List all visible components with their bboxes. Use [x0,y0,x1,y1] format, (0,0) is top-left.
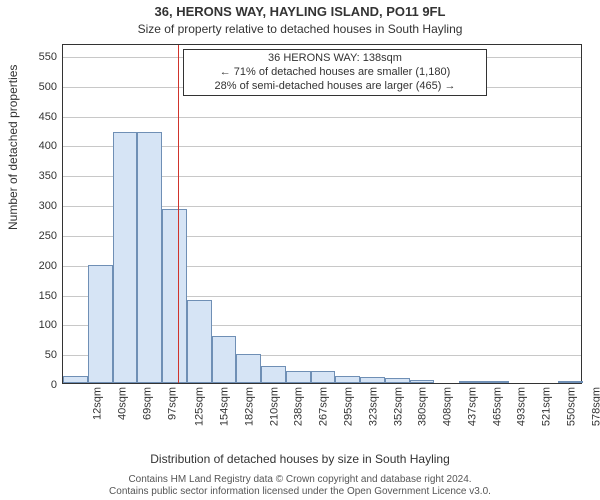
x-tick-label: 550sqm [565,387,577,426]
x-tick-label: 578sqm [590,387,600,426]
histogram-bar [113,132,138,383]
x-tick-label: 352sqm [392,387,404,426]
x-tick-label: 12sqm [92,387,104,420]
annotation-line-2: ← 71% of detached houses are smaller (1,… [190,66,480,80]
histogram-bar [63,376,88,383]
y-axis-label: Number of detached properties [6,65,20,230]
x-tick-label: 69sqm [141,387,153,420]
x-tick-label: 125sqm [194,387,206,426]
y-tick-label: 0 [51,379,57,391]
x-tick-label: 97sqm [166,387,178,420]
y-tick-label: 200 [39,260,57,272]
x-tick-label: 380sqm [417,387,429,426]
x-tick-label: 40sqm [117,387,129,420]
footer-attribution: Contains HM Land Registry data © Crown c… [0,474,600,498]
annotation-box: 36 HERONS WAY: 138sqm ← 71% of detached … [183,49,487,96]
x-axis-label: Distribution of detached houses by size … [0,452,600,466]
histogram-bar [459,381,484,383]
histogram-bar [360,377,385,383]
histogram-bar [88,265,113,383]
histogram-bar [187,300,212,384]
y-tick-label: 150 [39,290,57,302]
y-tick-label: 250 [39,230,57,242]
histogram-bar [261,366,286,383]
histogram-bar [558,381,583,383]
annotation-line-3: 28% of semi-detached houses are larger (… [190,80,480,94]
y-tick-label: 500 [39,81,57,93]
histogram-bar [410,380,435,383]
histogram-bar [484,381,509,383]
x-tick-label: 437sqm [466,387,478,426]
y-tick-label: 350 [39,170,57,182]
histogram-bar [385,378,410,383]
histogram-bar [311,371,336,383]
x-tick-label: 323sqm [367,387,379,426]
annotation-line-1: 36 HERONS WAY: 138sqm [190,52,480,66]
x-tick-label: 238sqm [293,387,305,426]
x-tick-label: 154sqm [219,387,231,426]
x-tick-label: 182sqm [244,387,256,426]
plot-area: 05010015020025030035040045050055012sqm40… [62,44,582,384]
x-tick-label: 465sqm [491,387,503,426]
histogram-bar [212,336,237,383]
y-tick-label: 300 [39,200,57,212]
y-tick-label: 100 [39,319,57,331]
chart-title-1: 36, HERONS WAY, HAYLING ISLAND, PO11 9FL [0,4,600,19]
x-tick-label: 493sqm [516,387,528,426]
footer-line-1: Contains HM Land Registry data © Crown c… [0,474,600,486]
histogram-bar [137,132,162,383]
y-tick-label: 550 [39,51,57,63]
histogram-bar [236,354,261,383]
histogram-bar [162,209,187,383]
x-tick-label: 210sqm [268,387,280,426]
x-tick-label: 408sqm [442,387,454,426]
footer-line-2: Contains public sector information licen… [0,486,600,498]
x-tick-label: 267sqm [318,387,330,426]
histogram-bar [286,371,311,383]
property-marker-line [178,45,179,383]
y-tick-label: 450 [39,111,57,123]
gridline-h [63,117,581,118]
y-tick-label: 400 [39,140,57,152]
histogram-bar [335,376,360,383]
x-tick-label: 295sqm [343,387,355,426]
chart-container: 36, HERONS WAY, HAYLING ISLAND, PO11 9FL… [0,0,600,500]
y-tick-label: 50 [45,349,57,361]
x-tick-label: 521sqm [541,387,553,426]
chart-title-2: Size of property relative to detached ho… [0,22,600,36]
